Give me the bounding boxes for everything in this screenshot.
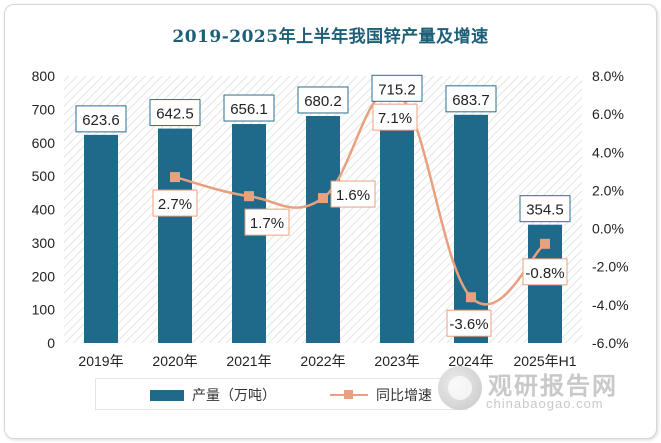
y-left-tick-label: 800 xyxy=(32,68,56,84)
bar-data-label: 354.5 xyxy=(526,202,564,219)
x-tick-label: 2022年 xyxy=(300,353,345,369)
x-tick-label: 2024年 xyxy=(448,353,493,369)
bar-data-label-box xyxy=(223,94,275,122)
chart-title: 2019-2025年上半年我国锌产量及增速 xyxy=(172,27,489,47)
bar-data-label-box xyxy=(149,99,201,127)
bar xyxy=(84,134,118,343)
bar-data-label-box xyxy=(519,195,571,223)
y-left-tick-label: 600 xyxy=(32,135,56,151)
watermark-en: chinabaogao.com xyxy=(486,396,604,411)
growth-data-label-box xyxy=(446,309,492,337)
bar xyxy=(306,115,340,344)
growth-data-label: 1.7% xyxy=(250,215,284,232)
growth-marker xyxy=(466,292,476,303)
legend-item-growth: 同比增速 xyxy=(330,385,432,405)
x-tick-label: 2025年H1 xyxy=(513,353,576,369)
y-right-tick-label: -2.0% xyxy=(592,259,629,275)
growth-data-label: 2.7% xyxy=(158,196,192,213)
watermark-logo-icon xyxy=(438,366,482,410)
legend-line-swatch xyxy=(330,388,368,402)
x-tick-label: 2019年 xyxy=(78,353,123,369)
y-right-tick-label: 0.0% xyxy=(592,221,624,237)
legend-bar-swatch xyxy=(150,389,184,401)
y-right-tick-label: 4.0% xyxy=(592,144,624,160)
y-left-tick-label: 0 xyxy=(47,335,55,351)
growth-data-label: 1.6% xyxy=(336,187,370,204)
bar xyxy=(454,114,488,343)
y-right-tick-label: 8.0% xyxy=(592,68,624,84)
bar-data-label-box xyxy=(297,86,349,114)
bar-data-label: 683.7 xyxy=(452,92,490,109)
bar xyxy=(158,128,192,343)
legend-label-growth: 同比增速 xyxy=(376,387,432,403)
bar-data-label: 715.2 xyxy=(378,81,416,98)
growth-marker xyxy=(244,191,254,202)
y-left-tick-label: 200 xyxy=(32,268,56,284)
bar-data-label-box xyxy=(75,105,127,133)
legend-label-production: 产量（万吨） xyxy=(192,387,276,403)
bar xyxy=(380,104,414,343)
bar-data-label-box xyxy=(445,85,497,113)
y-right-tick-label: 6.0% xyxy=(592,106,624,122)
bar-data-label-box xyxy=(371,74,423,102)
y-right-tick-label: -6.0% xyxy=(592,335,629,351)
y-right-tick-label: -4.0% xyxy=(592,297,629,313)
bar-data-label: 623.6 xyxy=(82,112,120,129)
y-left-tick-label: 300 xyxy=(32,235,56,251)
x-tick-label: 2023年 xyxy=(374,353,419,369)
y-left-tick-label: 400 xyxy=(32,202,56,218)
growth-data-label-box xyxy=(372,103,418,131)
growth-marker xyxy=(318,193,328,204)
bar-data-label: 656.1 xyxy=(230,101,268,118)
y-left-tick-label: 100 xyxy=(32,302,56,318)
growth-data-label-box xyxy=(152,189,198,217)
watermark: 观研报告网 chinabaogao.com xyxy=(430,360,655,420)
y-right-tick-label: 2.0% xyxy=(592,182,624,198)
growth-data-label-box xyxy=(522,258,568,286)
growth-data-label-box xyxy=(244,208,290,236)
legend-item-production: 产量（万吨） xyxy=(150,385,276,405)
growth-data-label: -0.8% xyxy=(525,265,564,282)
growth-data-label: -3.6% xyxy=(449,316,488,333)
y-left-tick-label: 700 xyxy=(32,101,56,117)
growth-marker xyxy=(540,238,550,249)
watermark-cn: 观研报告网 xyxy=(488,373,618,400)
legend: 产量（万吨） 同比增速 xyxy=(95,378,467,410)
x-tick-label: 2021年 xyxy=(226,353,271,369)
growth-marker xyxy=(170,172,180,183)
bar-data-label: 680.2 xyxy=(304,93,342,110)
x-tick-label: 2020年 xyxy=(152,353,197,369)
y-left-tick-label: 500 xyxy=(32,168,56,184)
bar-data-label: 642.5 xyxy=(156,106,194,123)
growth-data-label: 7.1% xyxy=(378,110,412,127)
growth-data-label-box xyxy=(330,180,376,208)
